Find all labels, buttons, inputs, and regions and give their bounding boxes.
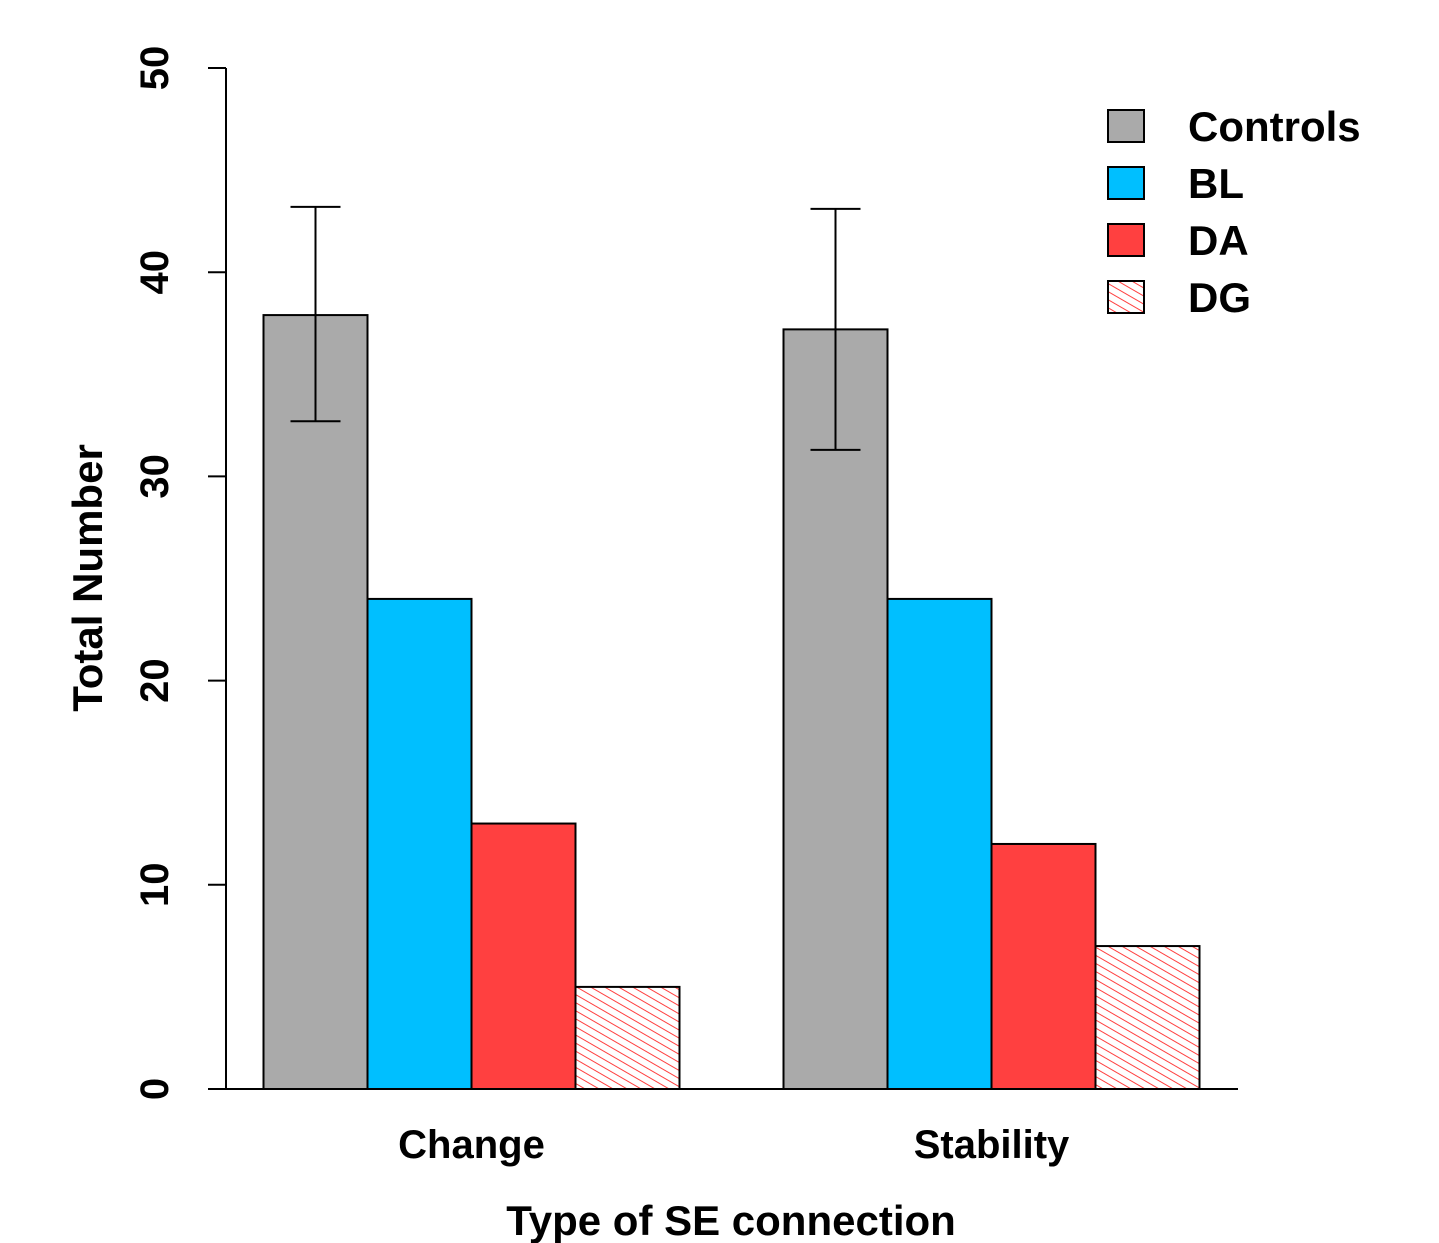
legend-item-da: DA — [1107, 217, 1249, 264]
bar-bl-change — [366, 597, 473, 1090]
category-label-change: Change — [398, 1123, 545, 1167]
category-labels: Change Stability — [398, 1123, 1070, 1167]
legend-item-controls: Controls — [1107, 103, 1361, 150]
y-tick-label: 40 — [133, 250, 177, 295]
y-tick-label: 0 — [133, 1078, 177, 1100]
bar-dg-change — [574, 985, 681, 1091]
legend-swatch — [1107, 166, 1145, 200]
y-tick-label: 20 — [133, 658, 177, 703]
legend: Controls BL DA DG — [1107, 103, 1361, 321]
legend-item-dg: DG — [1107, 274, 1251, 321]
bar-controls-stability — [782, 328, 889, 1091]
legend-label: DA — [1188, 217, 1249, 264]
error-bar-controls-stability — [810, 207, 861, 451]
y-axis: 0 10 20 30 40 50 — [133, 46, 227, 1100]
bar-da-stability — [990, 842, 1097, 1091]
bars-group — [262, 314, 1201, 1091]
bar-dg-stability — [1094, 945, 1201, 1090]
legend-label: Controls — [1188, 103, 1361, 150]
bar-controls-change — [262, 314, 369, 1091]
legend-item-bl: BL — [1107, 160, 1244, 207]
bar-da-change — [470, 822, 577, 1090]
error-bar-controls-change — [290, 205, 341, 423]
legend-label: DG — [1188, 274, 1251, 321]
bar-bl-stability — [886, 597, 993, 1090]
error-bars-group — [290, 205, 861, 451]
legend-label: BL — [1188, 160, 1244, 207]
legend-swatch — [1107, 109, 1145, 143]
legend-swatch — [1107, 280, 1145, 314]
y-axis-title: Total Number — [64, 444, 111, 712]
legend-swatch — [1107, 223, 1145, 257]
y-tick-label: 50 — [133, 46, 177, 91]
category-label-stability: Stability — [914, 1123, 1070, 1167]
x-axis-title: Type of SE connection — [506, 1197, 956, 1243]
y-tick-label: 30 — [133, 454, 177, 499]
y-tick-label: 10 — [133, 863, 177, 908]
